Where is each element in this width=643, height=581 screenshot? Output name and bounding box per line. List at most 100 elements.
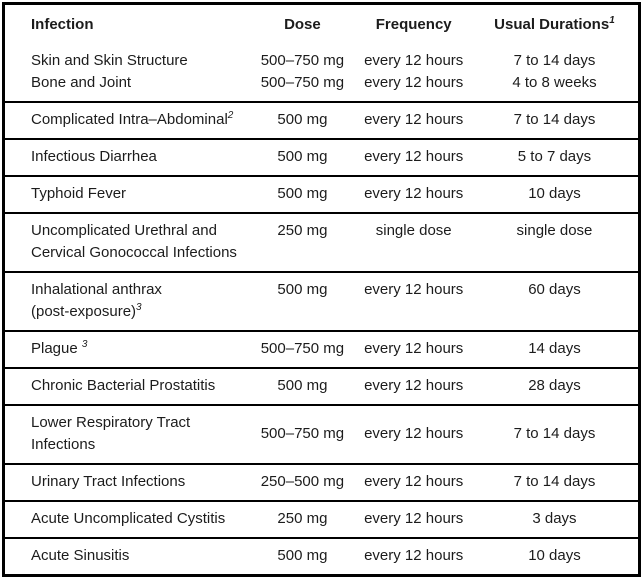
cell-line: Inhalational anthrax: [31, 281, 162, 298]
dose-cell: 500 mg: [248, 368, 356, 405]
column-header-infection-label: Infection: [31, 16, 94, 33]
cell-line: every 12 hours: [364, 425, 464, 442]
cell-line: Urinary Tract Infections: [31, 473, 186, 490]
table-row: Chronic Bacterial Prostatitis 500 mg every…: [3, 368, 640, 405]
cell-line: every 12 hours: [364, 52, 464, 69]
infection-cell: Complicated Intra–Abdominal2: [4, 102, 249, 139]
cell-line: 5 to 7 days: [517, 148, 592, 165]
cell-line: Uncomplicated Urethral and: [31, 222, 217, 239]
duration-cell: 7 to 14 days: [471, 102, 640, 139]
header-row: Infection Dose Frequency Usual Durations…: [4, 4, 640, 45]
cell-line: every 12 hours: [364, 148, 464, 165]
cell-line: Chronic Bacterial Prostatitis: [31, 377, 216, 394]
column-header-dose: Dose: [248, 4, 356, 45]
duration-cell: 3 days: [471, 501, 640, 538]
cell-line: every 12 hours: [364, 74, 464, 91]
dose-cell: 500 mg: [248, 538, 356, 576]
dose-cell: 500–750 mg: [248, 331, 356, 368]
duration-cell: 10 days: [471, 538, 640, 576]
duration-cell: 28 days: [471, 368, 640, 405]
cell-line: 10 days: [528, 185, 581, 202]
dose-cell: 500 mg: [248, 272, 356, 331]
dose-cell: 250 mg: [248, 213, 356, 272]
duration-cell: 7 to 14 days 4 to 8 weeks: [471, 44, 640, 102]
footnote-marker-1: 1: [609, 15, 615, 26]
column-header-infection: Infection: [4, 4, 249, 45]
cell-line: 7 to 14 days: [513, 473, 596, 490]
dose-cell: 500 mg: [248, 139, 356, 176]
infection-cell: Urinary Tract Infections: [4, 464, 249, 501]
cell-line: every 12 hours: [364, 340, 464, 357]
table-row: Acute Sinusitis 500 mg every 12 hours 10 da…: [4, 538, 640, 576]
frequency-cell: every 12 hours: [356, 405, 470, 464]
cell-line: 500 mg: [277, 281, 328, 298]
frequency-cell: every 12 hours every 12 hours: [356, 44, 470, 102]
table-row: Urinary Tract Infections 250–500 mg every …: [3, 464, 640, 501]
dose-cell: 250–500 mg: [248, 464, 356, 501]
infection-cell: Uncomplicated Urethral and Cervical Gonoc…: [4, 213, 249, 272]
footnote-marker-2: 2: [227, 110, 234, 121]
frequency-cell: every 12 hours: [356, 538, 470, 576]
footnote-marker-3: 3: [136, 302, 142, 313]
cell-line: 3 days: [532, 510, 577, 527]
dose-cell: 500 mg: [248, 102, 356, 139]
cell-line: every 12 hours: [364, 111, 464, 128]
cell-line: Infections: [31, 436, 96, 453]
infection-cell: Plague 3: [4, 331, 249, 368]
table-row: Skin and Skin Structure Bone and Joint 500…: [3, 44, 640, 102]
infection-cell: Infectious Diarrhea: [4, 139, 249, 176]
duration-cell: 60 days: [471, 272, 640, 331]
cell-line: 500–750 mg: [260, 425, 345, 442]
cell-line: 7 to 14 days: [513, 111, 596, 128]
cell-line: 500–750 mg: [260, 74, 345, 91]
column-header-dose-label: Dose: [284, 16, 321, 33]
cell-line: Lower Respiratory Tract: [31, 414, 191, 431]
dose-cell: 500 mg: [248, 176, 356, 213]
cell-line: Cervical Gonococcal Infections: [31, 244, 237, 261]
cell-line: every 12 hours: [364, 185, 464, 202]
column-header-durations-label: Usual Durations: [494, 16, 610, 33]
infection-cell: Chronic Bacterial Prostatitis: [4, 368, 249, 405]
table-row: Inhalational anthrax (post-exposure)3 500 …: [3, 272, 640, 331]
cell-line: 28 days: [528, 377, 581, 394]
cell-line: 500 mg: [277, 377, 328, 394]
infection-cell: Skin and Skin Structure Bone and Joint: [4, 44, 249, 102]
frequency-cell: every 12 hours: [356, 464, 470, 501]
table-row: Lower Respiratory Tract Infections 500–750…: [3, 405, 640, 464]
cell-line: 500 mg: [277, 111, 328, 128]
duration-cell: single dose: [471, 213, 640, 272]
frequency-cell: every 12 hours: [356, 176, 470, 213]
infection-cell: Acute Uncomplicated Cystitis: [4, 501, 249, 538]
dose-cell: 500–750 mg: [248, 405, 356, 464]
cell-line: 500–750 mg: [260, 52, 345, 69]
infection-cell: Typhoid Fever: [4, 176, 249, 213]
table-row: Acute Uncomplicated Cystitis 250 mg every …: [3, 501, 640, 538]
cell-line: 500 mg: [277, 547, 328, 564]
cell-line: 500–750 mg: [260, 340, 345, 357]
cell-line: every 12 hours: [364, 547, 464, 564]
cell-line: 500 mg: [277, 148, 328, 165]
cell-line: every 12 hours: [364, 510, 464, 527]
footnote-marker-3: 3: [81, 339, 88, 350]
duration-cell: 10 days: [471, 176, 640, 213]
column-header-durations: Usual Durations1: [471, 4, 640, 45]
dose-cell: 500–750 mg 500–750 mg: [248, 44, 356, 102]
cell-line: single dose: [375, 222, 452, 239]
cell-line: 250 mg: [277, 222, 328, 239]
infection-cell: Lower Respiratory Tract Infections: [4, 405, 249, 464]
cell-line: 250–500 mg: [260, 473, 345, 490]
cell-line: 10 days: [528, 547, 581, 564]
cell-line: 7 to 14 days: [513, 52, 596, 69]
cell-line: 14 days: [528, 340, 581, 357]
table-row: Typhoid Fever 500 mg every 12 hours 10 days: [3, 176, 640, 213]
duration-cell: 7 to 14 days: [471, 405, 640, 464]
column-header-frequency-label: Frequency: [375, 16, 452, 33]
frequency-cell: every 12 hours: [356, 139, 470, 176]
column-header-frequency: Frequency: [356, 4, 470, 45]
cell-line: Bone and Joint: [31, 74, 132, 91]
cell-line: 500 mg: [277, 185, 328, 202]
table-row: Plague 3 500–750 mg every 12 hours 14 days: [3, 331, 640, 368]
cell-line: 250 mg: [277, 510, 328, 527]
